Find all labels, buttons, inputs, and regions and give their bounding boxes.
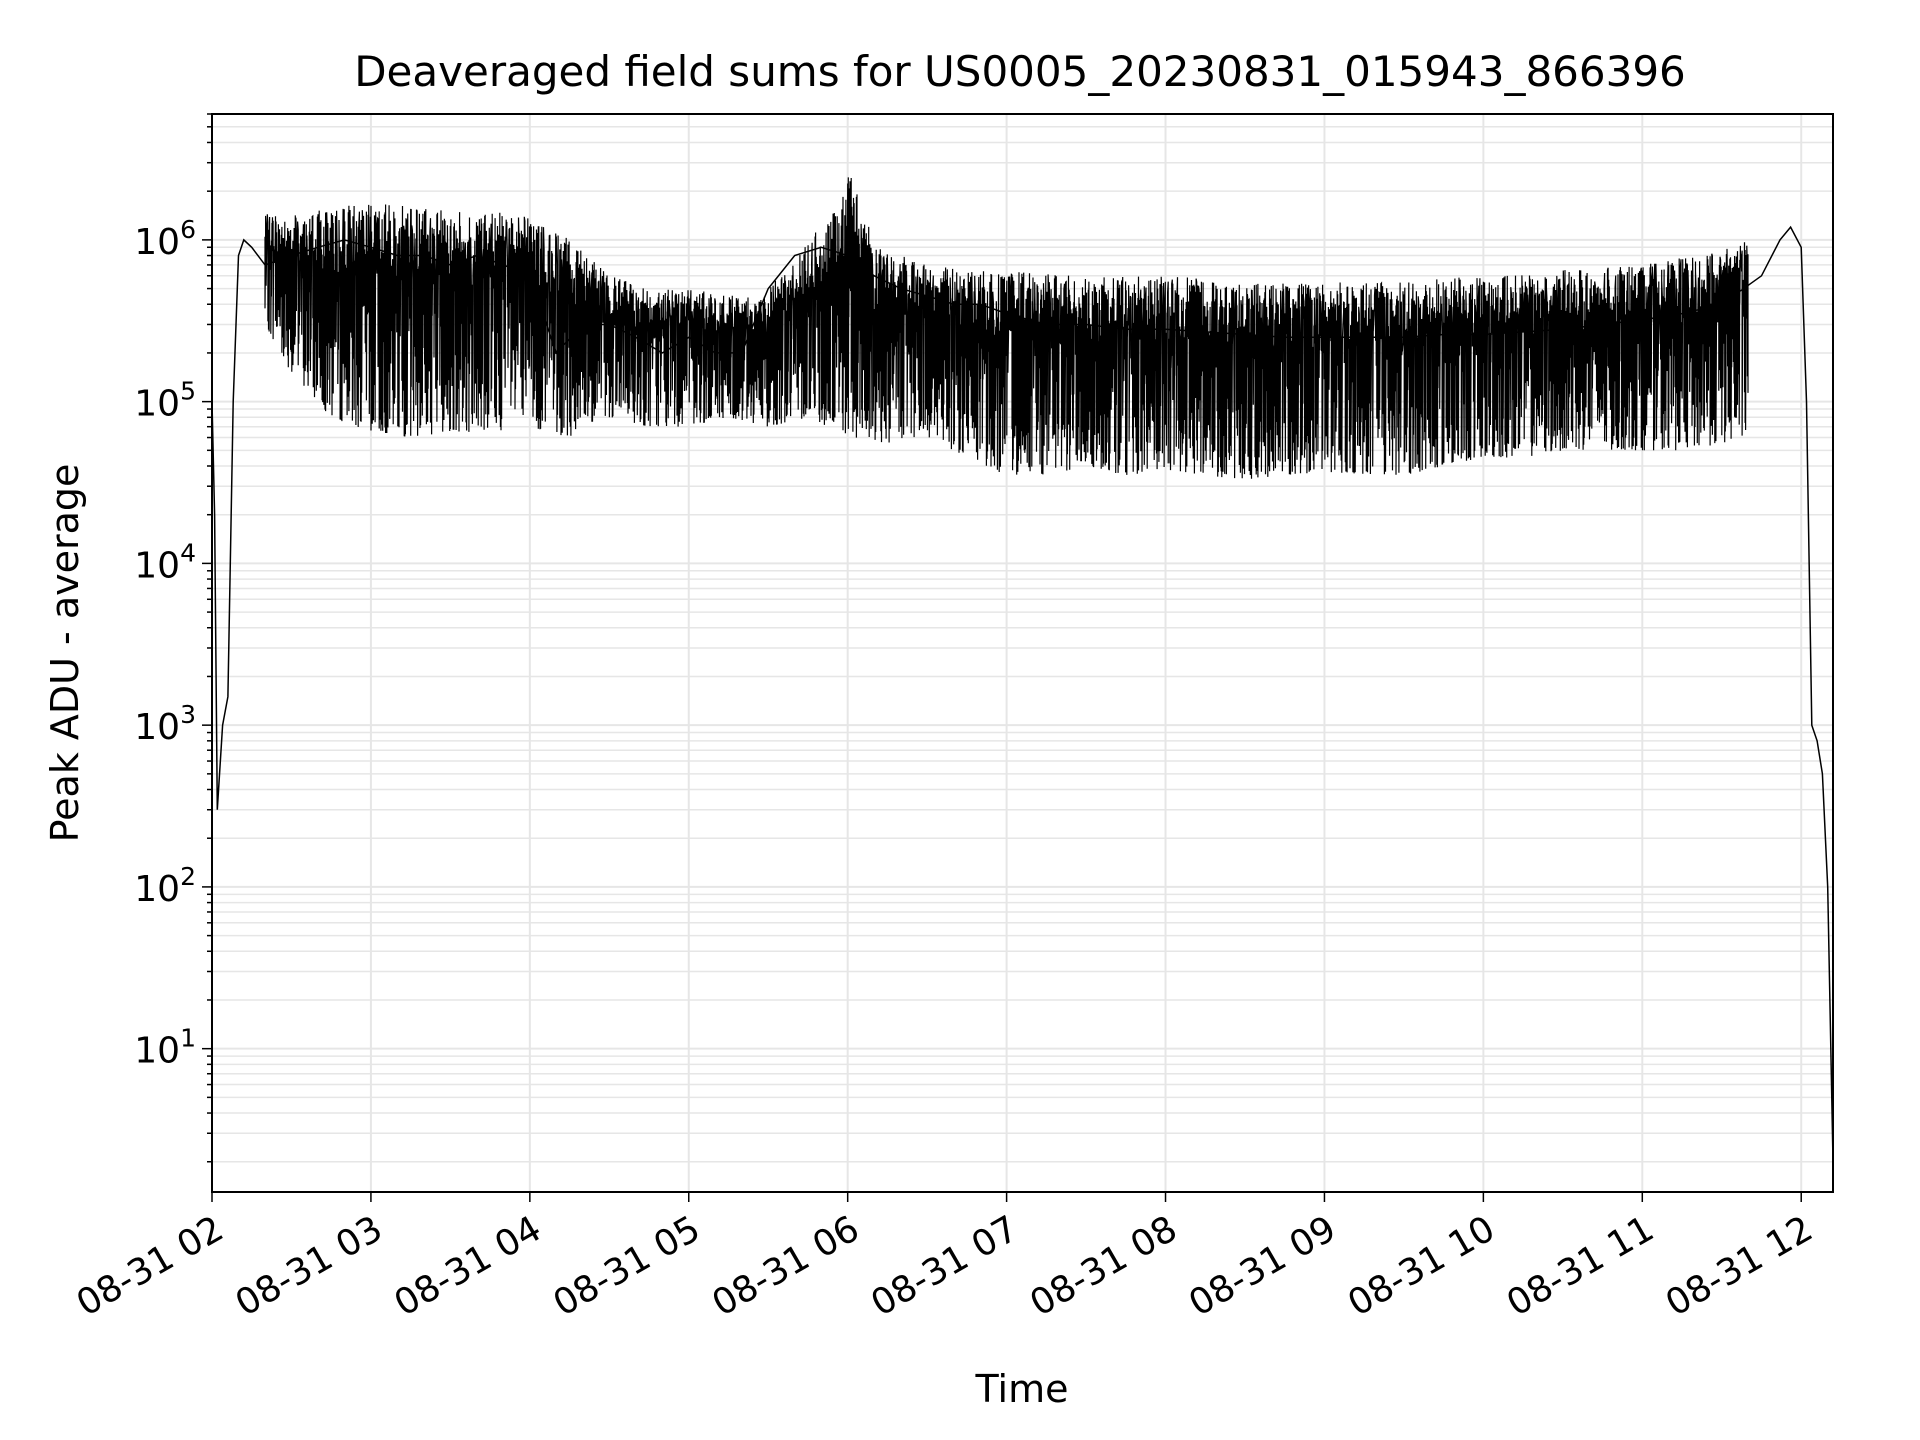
x-axis-label: Time [975,1367,1069,1411]
y-axis-label: Peak ADU - average [43,464,87,843]
y-axis: 101 102 103 104 105 106 [134,113,212,1163]
series-trend-line [211,225,1834,1162]
series-envelope [264,177,1749,479]
y-tick-label: 102 [134,862,196,910]
y-tick-label: 104 [134,538,196,586]
series-line [211,225,1834,1162]
y-tick-label: 105 [134,377,196,425]
chart-title: Deaveraged field sums for US0005_2023083… [354,47,1686,96]
y-tick-label: 101 [134,1024,196,1072]
plot-frame [211,113,1834,1193]
y-tick-label: 106 [134,215,196,263]
y-tick-label: 103 [134,700,196,748]
series-spikes [264,177,1749,479]
